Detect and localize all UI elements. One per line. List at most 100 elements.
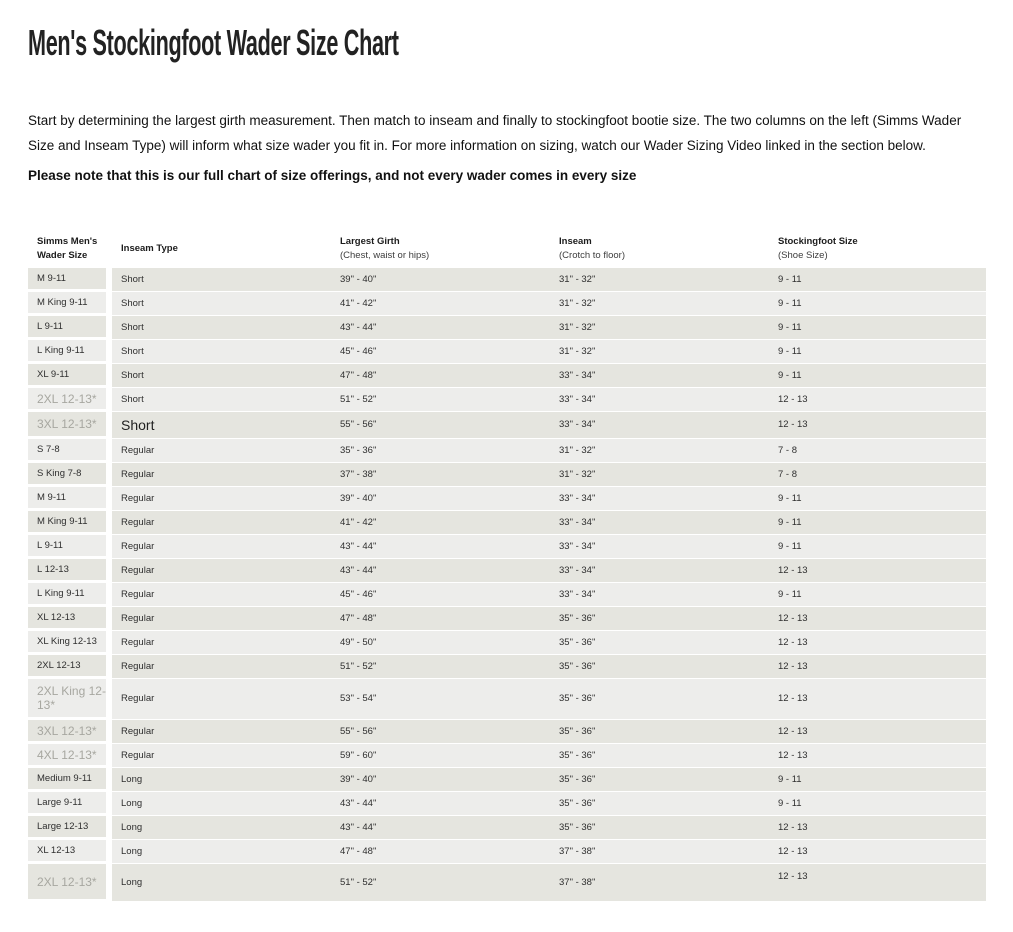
girth-cell-text: 51" - 52" xyxy=(340,660,377,672)
inseam-type-cell: Short xyxy=(112,268,331,292)
table-row: Large 12-13 Long 43" - 44" 35" - 36" 12 - 13 xyxy=(28,816,986,840)
table-row: S King 7-8 Regular 37" - 38" 31" - 32" 7 - 8 xyxy=(28,463,986,487)
inseam-cell-text: 33" - 34" xyxy=(559,369,596,381)
stockingfoot-cell-text: 12 - 13 xyxy=(778,419,808,430)
inseam-cell-text: 35" - 36" xyxy=(559,693,596,704)
stockingfoot-cell-text: 12 - 13 xyxy=(778,821,808,833)
size-offerings-note: Please note that this is our full chart … xyxy=(28,168,637,183)
stockingfoot-cell: 7 - 8 xyxy=(769,463,986,487)
girth-cell-text: 47" - 48" xyxy=(340,612,377,624)
wader-size-cell-text: 2XL 12-13* xyxy=(37,874,97,889)
stockingfoot-cell-text: 12 - 13 xyxy=(778,725,808,737)
stockingfoot-cell: 12 - 13 xyxy=(769,679,986,720)
inseam-type-cell: Short xyxy=(112,388,331,412)
girth-cell: 43" - 44" xyxy=(331,792,550,816)
col-header-inseam-sub: (Crotch to floor) xyxy=(559,250,625,261)
wader-size-cell-text: L 9-11 xyxy=(37,320,63,332)
girth-cell-text: 39" - 40" xyxy=(340,492,377,504)
intro-text: Start by determining the largest girth m… xyxy=(28,113,962,153)
stockingfoot-cell-text: 12 - 13 xyxy=(778,749,808,761)
inseam-cell-text: 35" - 36" xyxy=(559,612,596,624)
inseam-cell-text: 35" - 36" xyxy=(559,749,596,761)
girth-cell: 55" - 56" xyxy=(331,412,550,439)
wader-size-cell-text: XL 12-13 xyxy=(37,844,76,856)
stockingfoot-cell: 9 - 11 xyxy=(769,364,986,388)
wader-size-cell: M King 9-11 xyxy=(28,511,106,535)
girth-cell-text: 45" - 46" xyxy=(340,345,377,357)
stockingfoot-cell-text: 9 - 11 xyxy=(778,369,802,381)
wader-size-cell-text: L King 9-11 xyxy=(37,344,85,356)
wader-size-cell: XL 12-13 xyxy=(28,840,106,864)
inseam-cell: 31" - 32" xyxy=(550,463,769,487)
inseam-cell-text: 31" - 32" xyxy=(559,468,596,480)
table-row: M 9-11 Short 39" - 40" 31" - 32" 9 - 11 xyxy=(28,268,986,292)
wader-size-cell-text: L 12-13 xyxy=(37,563,69,575)
inseam-cell: 31" - 32" xyxy=(550,292,769,316)
inseam-cell-text: 37" - 38" xyxy=(559,845,596,857)
girth-cell: 53" - 54" xyxy=(331,679,550,720)
wader-size-cell-text: M 9-11 xyxy=(37,491,66,503)
page-title: Men's Stockingfoot Wader Size Chart xyxy=(28,22,1013,66)
wader-size-cell-text: M 9-11 xyxy=(37,272,66,284)
stockingfoot-cell-text: 12 - 13 xyxy=(778,845,808,857)
table-body: M 9-11 Short 39" - 40" 31" - 32" 9 - 11 M Kin… xyxy=(28,268,986,902)
stockingfoot-cell: 9 - 11 xyxy=(769,340,986,364)
stockingfoot-cell: 12 - 13 xyxy=(769,840,986,864)
inseam-cell-text: 31" - 32" xyxy=(559,444,596,456)
inseam-type-cell: Regular xyxy=(112,607,331,631)
col-header-stockingfoot-size-sub: (Shoe Size) xyxy=(778,250,828,261)
inseam-cell: 33" - 34" xyxy=(550,583,769,607)
size-chart-table: Simms Men's Wader Size Inseam Type Large… xyxy=(28,232,986,902)
wader-size-cell-text: 4XL 12-13* xyxy=(37,747,97,762)
inseam-type-cell: Long xyxy=(112,840,331,864)
col-header-inseam-type-label: Inseam Type xyxy=(121,243,178,254)
inseam-type-cell: Long xyxy=(112,768,331,792)
girth-cell: 43" - 44" xyxy=(331,316,550,340)
col-header-inseam: Inseam (Crotch to floor) xyxy=(550,235,769,263)
wader-size-cell-text: Large 12-13 xyxy=(37,820,89,832)
table-row: M 9-11 Regular 39" - 40" 33" - 34" 9 - 11 xyxy=(28,487,986,511)
inseam-type-cell: Short xyxy=(112,316,331,340)
inseam-cell: 33" - 34" xyxy=(550,412,769,439)
inseam-cell-text: 33" - 34" xyxy=(559,419,596,430)
table-row: XL King 12-13 Regular 49" - 50" 35" - 36" 12… xyxy=(28,631,986,655)
inseam-cell: 33" - 34" xyxy=(550,388,769,412)
stockingfoot-cell: 9 - 11 xyxy=(769,292,986,316)
inseam-type-cell-text: Long xyxy=(121,845,143,857)
stockingfoot-cell: 12 - 13 xyxy=(769,559,986,583)
size-chart-page: Men's Stockingfoot Wader Size Chart Star… xyxy=(0,22,1013,902)
stockingfoot-cell-text: 9 - 11 xyxy=(778,345,802,357)
wader-size-cell: XL 9-11 xyxy=(28,364,106,388)
wader-size-cell-text: S 7-8 xyxy=(37,443,60,455)
stockingfoot-cell-text: 9 - 11 xyxy=(778,492,802,504)
wader-size-cell-text: 2XL 12-13 xyxy=(37,659,81,671)
wader-size-cell: L 12-13 xyxy=(28,559,106,583)
girth-cell-text: 51" - 52" xyxy=(340,876,377,888)
stockingfoot-cell-text: 12 - 13 xyxy=(778,693,808,704)
inseam-type-cell-text: Regular xyxy=(121,725,155,737)
stockingfoot-cell: 9 - 11 xyxy=(769,316,986,340)
inseam-type-cell-text: Regular xyxy=(121,588,155,600)
inseam-type-cell-text: Regular xyxy=(121,516,155,528)
wader-size-cell-text: 2XL 12-13* xyxy=(37,391,97,406)
table-row: 2XL 12-13* Long 51" - 52" 37" - 38" 12 - 13 xyxy=(28,864,986,902)
page-title-text: Men's Stockingfoot Wader Size Chart xyxy=(28,22,399,63)
girth-cell-text: 43" - 44" xyxy=(340,821,377,833)
stockingfoot-cell: 12 - 13 xyxy=(769,607,986,631)
inseam-cell-text: 35" - 36" xyxy=(559,660,596,672)
inseam-type-cell: Regular xyxy=(112,679,331,720)
inseam-type-cell: Short xyxy=(112,364,331,388)
inseam-type-cell: Regular xyxy=(112,631,331,655)
stockingfoot-cell: 12 - 13 xyxy=(769,720,986,744)
stockingfoot-cell: 12 - 13 xyxy=(769,864,986,902)
table-row: L King 9-11 Regular 45" - 46" 33" - 34" 9 - … xyxy=(28,583,986,607)
inseam-type-cell: Short xyxy=(112,340,331,364)
inseam-cell: 33" - 34" xyxy=(550,535,769,559)
inseam-type-cell: Short xyxy=(112,412,331,439)
wader-size-cell-text: XL 9-11 xyxy=(37,368,70,380)
inseam-cell: 35" - 36" xyxy=(550,720,769,744)
stockingfoot-cell: 12 - 13 xyxy=(769,388,986,412)
table-row: 2XL 12-13 Regular 51" - 52" 35" - 36" 12 - 1… xyxy=(28,655,986,679)
inseam-cell: 35" - 36" xyxy=(550,607,769,631)
inseam-type-cell-text: Long xyxy=(121,773,143,785)
